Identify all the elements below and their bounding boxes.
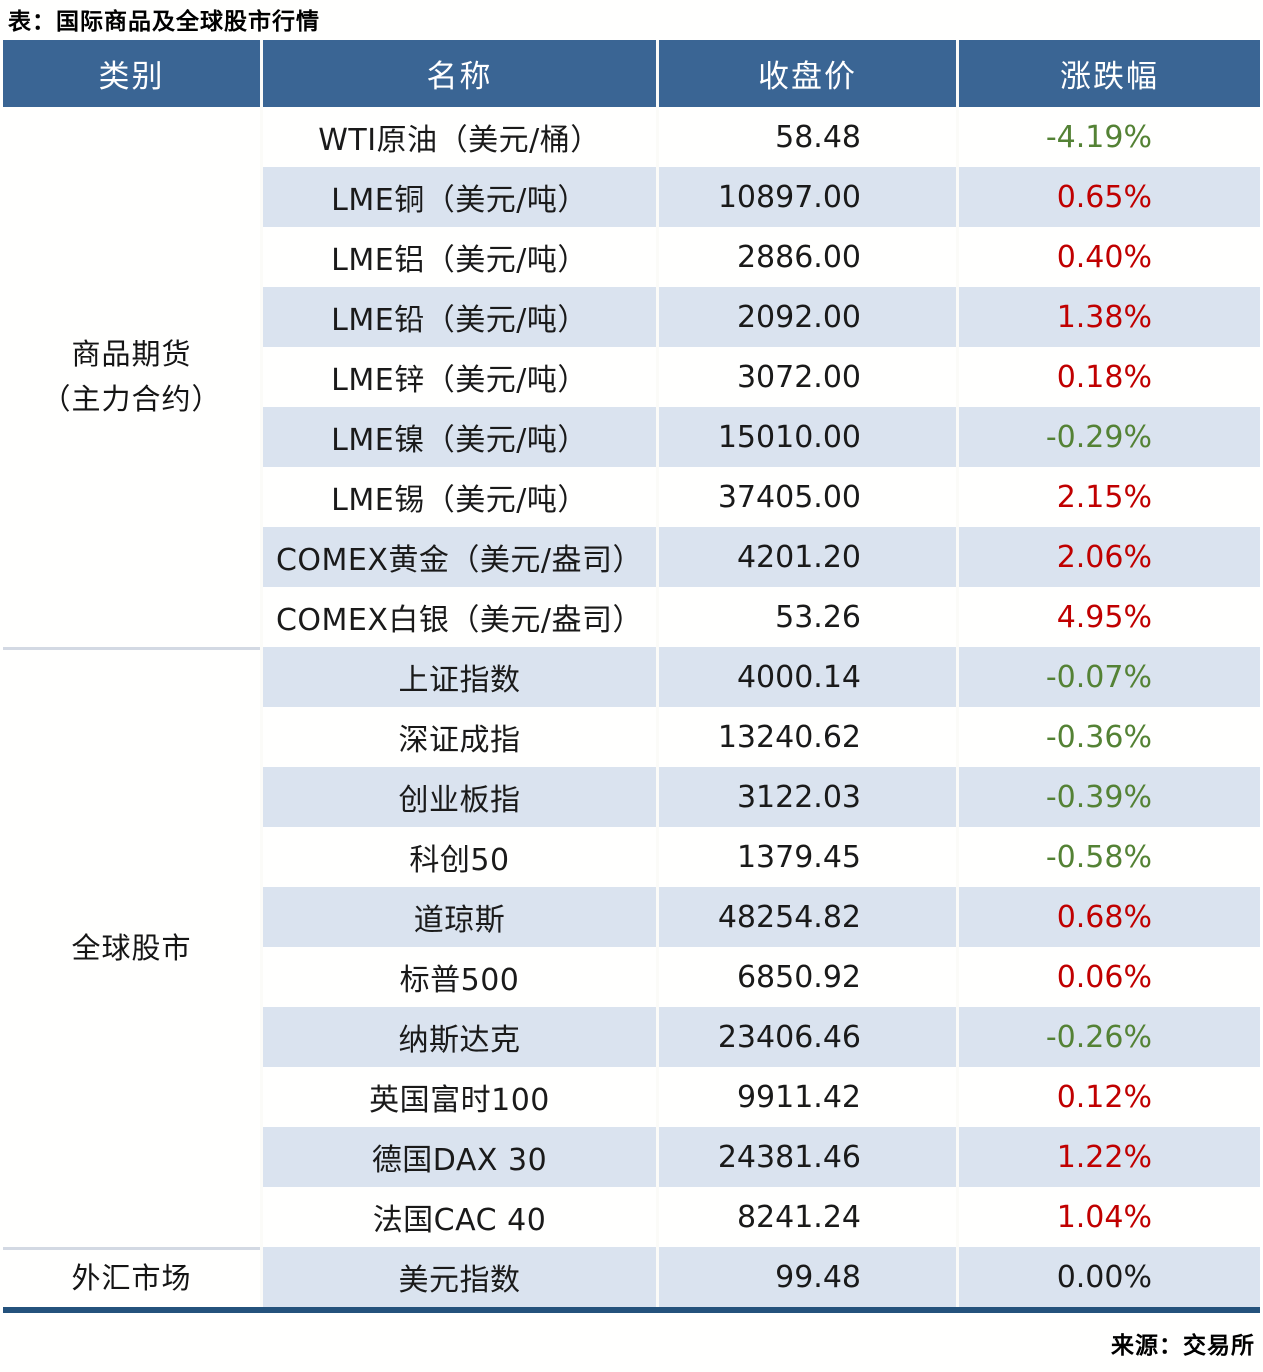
- cell-close-price: 8241.24: [656, 1187, 956, 1247]
- category-cell-1: 全球股市: [3, 647, 260, 1247]
- cell-instrument-name: 标普500: [260, 947, 656, 1007]
- cell-close-price: 24381.46: [656, 1127, 956, 1187]
- market-table: 类别 名称 收盘价 涨跌幅 商品期货 （主力合约） WTI原油（美元/桶） 58.48…: [3, 40, 1260, 1307]
- cell-instrument-name: LME锌（美元/吨）: [260, 347, 656, 407]
- cell-change-percent: -0.07%: [956, 647, 1260, 707]
- cell-change-percent: 0.12%: [956, 1067, 1260, 1127]
- cell-change-percent: 2.06%: [956, 527, 1260, 587]
- cell-change-percent: 4.95%: [956, 587, 1260, 647]
- cell-instrument-name: 美元指数: [260, 1247, 656, 1307]
- cell-change-percent: 0.00%: [956, 1247, 1260, 1307]
- cell-instrument-name: COMEX黄金（美元/盎司）: [260, 527, 656, 587]
- cell-close-price: 4201.20: [656, 527, 956, 587]
- cell-instrument-name: 法国CAC 40: [260, 1187, 656, 1247]
- cell-close-price: 58.48: [656, 107, 956, 167]
- cell-change-percent: 1.38%: [956, 287, 1260, 347]
- cell-change-percent: 1.04%: [956, 1187, 1260, 1247]
- cell-instrument-name: 深证成指: [260, 707, 656, 767]
- cell-close-price: 10897.00: [656, 167, 956, 227]
- table-bottom-border: [3, 1307, 1260, 1313]
- cell-close-price: 37405.00: [656, 467, 956, 527]
- cell-change-percent: -0.58%: [956, 827, 1260, 887]
- cell-change-percent: 0.68%: [956, 887, 1260, 947]
- cell-change-percent: -0.39%: [956, 767, 1260, 827]
- cell-instrument-name: 道琼斯: [260, 887, 656, 947]
- cell-close-price: 15010.00: [656, 407, 956, 467]
- cell-change-percent: 2.15%: [956, 467, 1260, 527]
- header-name: 名称: [260, 40, 656, 107]
- header-category: 类别: [3, 40, 260, 107]
- category-label: （主力合约）: [41, 382, 222, 416]
- source-note: 来源：交易所: [1111, 1333, 1255, 1359]
- cell-instrument-name: 上证指数: [260, 647, 656, 707]
- category-label: 全球股市: [71, 931, 192, 966]
- cell-instrument-name: LME镍（美元/吨）: [260, 407, 656, 467]
- cell-instrument-name: WTI原油（美元/桶）: [260, 107, 656, 167]
- table-title: 表：国际商品及全球股市行情: [8, 9, 320, 35]
- cell-close-price: 9911.42: [656, 1067, 956, 1127]
- cell-close-price: 48254.82: [656, 887, 956, 947]
- cell-close-price: 2092.00: [656, 287, 956, 347]
- cell-instrument-name: LME锡（美元/吨）: [260, 467, 656, 527]
- cell-instrument-name: 创业板指: [260, 767, 656, 827]
- category-cell-0: 商品期货 （主力合约）: [3, 107, 260, 647]
- cell-close-price: 3072.00: [656, 347, 956, 407]
- cell-instrument-name: LME铅（美元/吨）: [260, 287, 656, 347]
- cell-change-percent: -0.29%: [956, 407, 1260, 467]
- cell-instrument-name: COMEX白银（美元/盎司）: [260, 587, 656, 647]
- cell-instrument-name: 英国富时100: [260, 1067, 656, 1127]
- cell-close-price: 99.48: [656, 1247, 956, 1307]
- cell-instrument-name: 纳斯达克: [260, 1007, 656, 1067]
- cell-change-percent: 0.18%: [956, 347, 1260, 407]
- cell-close-price: 6850.92: [656, 947, 956, 1007]
- cell-change-percent: -0.26%: [956, 1007, 1260, 1067]
- cell-close-price: 23406.46: [656, 1007, 956, 1067]
- cell-close-price: 4000.14: [656, 647, 956, 707]
- category-label: 外汇市场: [71, 1261, 192, 1296]
- cell-instrument-name: 科创50: [260, 827, 656, 887]
- cell-close-price: 1379.45: [656, 827, 956, 887]
- cell-change-percent: 0.40%: [956, 227, 1260, 287]
- cell-change-percent: 0.06%: [956, 947, 1260, 1007]
- header-close-price: 收盘价: [656, 40, 956, 107]
- cell-close-price: 13240.62: [656, 707, 956, 767]
- cell-instrument-name: LME铜（美元/吨）: [260, 167, 656, 227]
- cell-close-price: 53.26: [656, 587, 956, 647]
- cell-close-price: 2886.00: [656, 227, 956, 287]
- cell-change-percent: -0.36%: [956, 707, 1260, 767]
- cell-instrument-name: LME铝（美元/吨）: [260, 227, 656, 287]
- header-change-percent: 涨跌幅: [956, 40, 1260, 107]
- cell-change-percent: 1.22%: [956, 1127, 1260, 1187]
- category-label: 商品期货: [71, 337, 192, 372]
- cell-instrument-name: 德国DAX 30: [260, 1127, 656, 1187]
- cell-change-percent: 0.65%: [956, 167, 1260, 227]
- category-cell-2: 外汇市场: [3, 1247, 260, 1307]
- cell-change-percent: -4.19%: [956, 107, 1260, 167]
- cell-close-price: 3122.03: [656, 767, 956, 827]
